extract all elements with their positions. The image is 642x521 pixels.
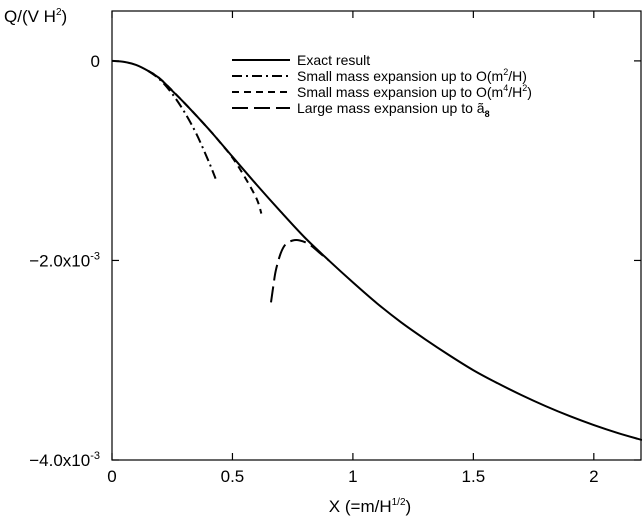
series-group <box>111 59 642 442</box>
x-axis-ticks: 0 0.5 1 1.5 2 <box>107 11 599 486</box>
y-tick-label: 0 <box>91 52 100 71</box>
series-large-mass <box>270 238 330 303</box>
plot-border <box>111 10 642 461</box>
x-tick-label: 2 <box>589 467 598 486</box>
plot-frame <box>111 10 642 461</box>
y-tick-label: −4.0x10-3 <box>29 450 100 470</box>
x-tick-label: 1.5 <box>462 467 486 486</box>
series-small-mass-m4 <box>147 70 263 214</box>
legend-item-small-mass-m2-label: Small mass expansion up to O(m2/H) <box>297 67 527 84</box>
y-axis-label: Q/(V H2) <box>4 7 67 26</box>
x-axis-label: X (=m/H1/2) <box>329 497 411 516</box>
legend-item-large-mass-label: Large mass expansion up to ã8 <box>297 100 490 119</box>
legend-item-small-mass-m4-label: Small mass expansion up to O(m4/H2) <box>297 83 532 100</box>
x-tick-label: 0 <box>107 467 116 486</box>
y-axis-ticks: 0 −2.0x10-3 −4.0x10-3 <box>29 52 641 470</box>
y-tick-label: −2.0x10-3 <box>29 250 100 270</box>
x-tick-label: 1 <box>348 467 357 486</box>
x-tick-label: 0.5 <box>221 467 245 486</box>
legend-item-exact-result-label: Exact result <box>297 52 370 68</box>
